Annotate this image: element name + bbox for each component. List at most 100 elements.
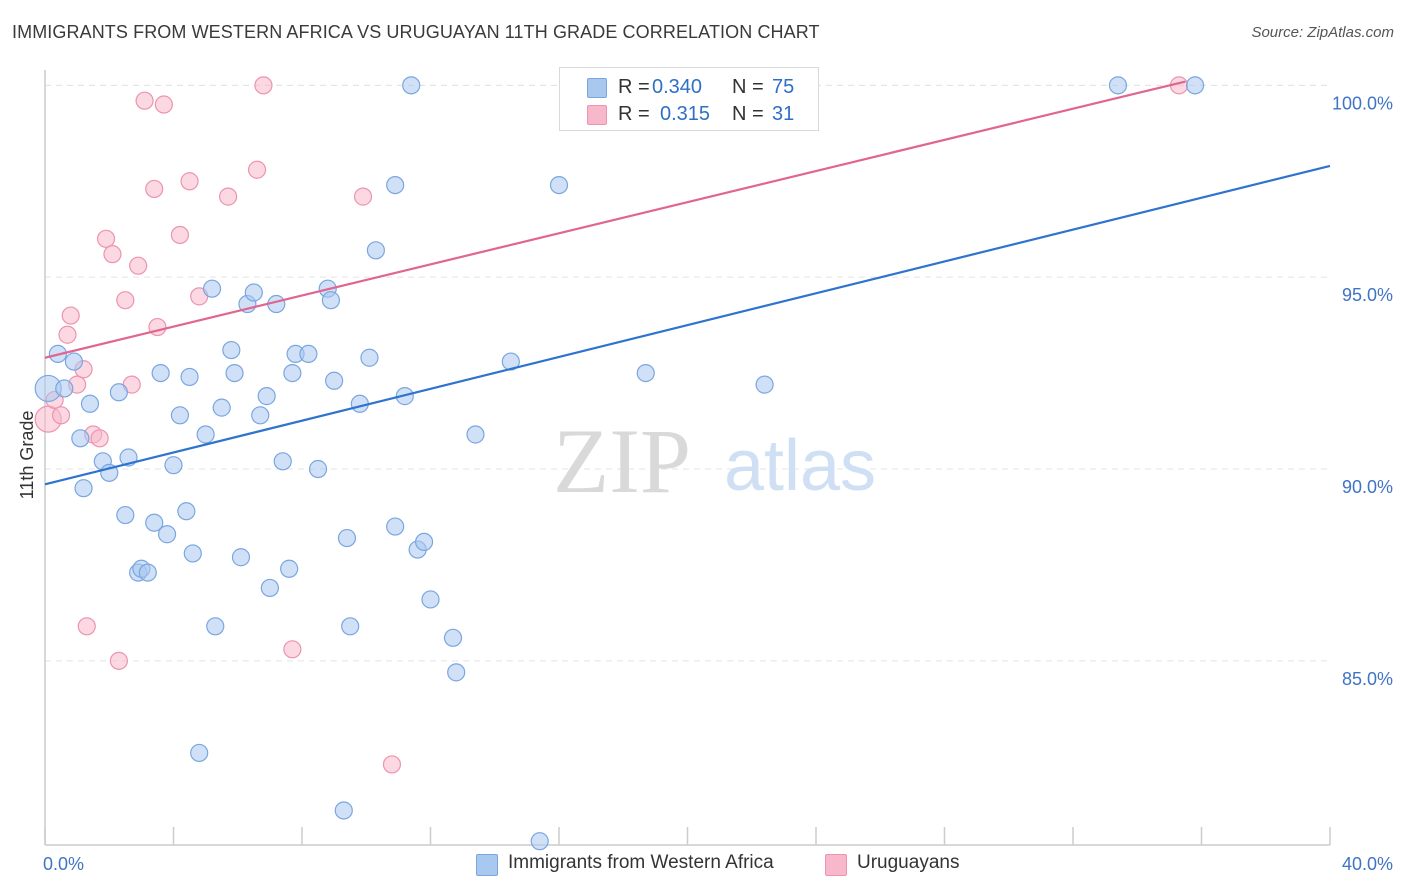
- point-uruguayan: [353, 187, 373, 206]
- y-tick-label: 100.0%: [1332, 93, 1393, 113]
- point-western-africa: [164, 456, 183, 475]
- legend-n-value: 31: [772, 103, 795, 125]
- point-uruguayan: [382, 755, 402, 774]
- point-uruguayan: [254, 76, 273, 95]
- point-uruguayan: [90, 429, 109, 448]
- point-uruguayan: [170, 225, 190, 245]
- point-uruguayan: [96, 229, 116, 248]
- point-western-africa: [321, 291, 341, 310]
- point-western-africa: [64, 352, 84, 371]
- legend-r-label: R =: [618, 76, 650, 98]
- point-uruguayan: [109, 651, 128, 670]
- point-uruguayan: [77, 617, 96, 636]
- point-western-africa: [366, 241, 385, 260]
- point-western-africa: [231, 548, 251, 567]
- point-uruguayan: [283, 640, 302, 659]
- legend-row-western-africa: R = 0.340 N = 75: [560, 74, 818, 102]
- point-uruguayan: [61, 306, 80, 325]
- trend-line-uruguayans: [44, 80, 1186, 359]
- point-western-africa: [283, 363, 302, 383]
- point-western-africa: [1108, 76, 1128, 95]
- point-western-africa: [360, 348, 379, 367]
- y-tick-label: 85.0%: [1342, 669, 1393, 689]
- chart-title: IMMIGRANTS FROM WESTERN AFRICA VS URUGUA…: [12, 22, 820, 42]
- legend-r-label: R =: [618, 103, 650, 125]
- y-tick-label: 90.0%: [1342, 477, 1393, 497]
- point-western-africa: [145, 513, 164, 532]
- point-western-africa: [138, 563, 157, 582]
- point-western-africa: [196, 425, 215, 444]
- watermark: ZIP atlas: [553, 410, 876, 512]
- point-western-africa: [386, 517, 405, 536]
- point-western-africa: [325, 371, 344, 390]
- point-western-africa: [177, 502, 196, 521]
- legend-n-value: 75: [772, 76, 795, 98]
- bottom-legend-label: Uruguayans: [857, 852, 960, 873]
- point-western-africa: [299, 344, 318, 364]
- source-label: Source: ZipAtlas.com: [1251, 24, 1394, 41]
- point-uruguayan: [58, 325, 77, 344]
- point-western-africa: [80, 394, 100, 413]
- point-western-africa: [466, 425, 485, 444]
- point-western-africa: [244, 283, 263, 302]
- point-western-africa: [257, 387, 276, 406]
- point-western-africa: [225, 363, 244, 383]
- point-western-africa: [636, 363, 655, 383]
- point-uruguayan: [51, 406, 71, 425]
- axes: [44, 70, 1331, 846]
- point-western-africa: [341, 617, 360, 636]
- watermark-atlas: atlas: [724, 426, 876, 506]
- point-western-africa: [151, 363, 170, 383]
- legend-swatch-blue: [587, 78, 607, 98]
- point-western-africa: [334, 801, 353, 820]
- point-uruguayan: [247, 160, 267, 179]
- point-western-africa: [170, 406, 190, 425]
- legend-n-label: N =: [732, 103, 764, 125]
- point-western-africa: [206, 617, 225, 636]
- point-western-africa: [530, 832, 549, 851]
- point-uruguayan: [180, 172, 199, 191]
- trend-lines: [44, 80, 1331, 486]
- legend-swatch-pink: [587, 105, 607, 125]
- point-western-africa: [183, 544, 202, 563]
- point-western-africa: [157, 525, 177, 544]
- point-western-africa: [260, 578, 279, 598]
- point-uruguayan: [154, 95, 173, 114]
- point-western-africa: [402, 76, 421, 95]
- point-western-africa: [116, 505, 135, 525]
- point-western-africa: [251, 406, 270, 425]
- point-uruguayan: [145, 179, 164, 199]
- point-western-africa: [414, 532, 434, 552]
- tick-labels: 85.0% 90.0% 95.0% 100.0% 0.0% 40.0%: [43, 93, 1393, 874]
- point-western-africa: [212, 398, 231, 417]
- point-western-africa: [443, 628, 463, 647]
- point-uruguayan: [116, 291, 135, 310]
- point-western-africa: [755, 375, 774, 394]
- legend-row-uruguayans: R = 0.315 N = 31: [560, 101, 818, 129]
- x-tick-label: 0.0%: [43, 854, 84, 874]
- point-western-africa: [386, 175, 405, 195]
- bottom-legend-swatch-blue: [476, 854, 498, 876]
- point-uruguayan: [129, 256, 148, 275]
- legend-r-value: 0.340: [652, 76, 703, 98]
- watermark-zip: ZIP: [553, 410, 691, 512]
- x-tick-label: 40.0%: [1342, 854, 1393, 874]
- point-uruguayan: [135, 91, 154, 110]
- bottom-legend-label: Immigrants from Western Africa: [508, 852, 774, 873]
- point-western-africa: [308, 459, 328, 479]
- legend-n-label: N =: [732, 76, 764, 98]
- point-western-africa: [280, 559, 299, 578]
- bottom-legend-swatch-pink: [825, 854, 847, 876]
- point-western-africa: [337, 528, 357, 548]
- point-uruguayan: [219, 187, 238, 206]
- y-axis-label: 11th Grade: [17, 411, 37, 500]
- point-western-africa: [74, 479, 93, 498]
- y-tick-label: 95.0%: [1342, 285, 1393, 305]
- point-western-africa: [55, 379, 74, 398]
- stats-legend: R = 0.340 N = 75 R = 0.315 N = 31: [559, 67, 819, 131]
- point-western-africa: [71, 429, 90, 448]
- point-western-africa: [421, 590, 440, 609]
- point-western-africa: [109, 383, 128, 402]
- point-western-africa: [190, 743, 209, 763]
